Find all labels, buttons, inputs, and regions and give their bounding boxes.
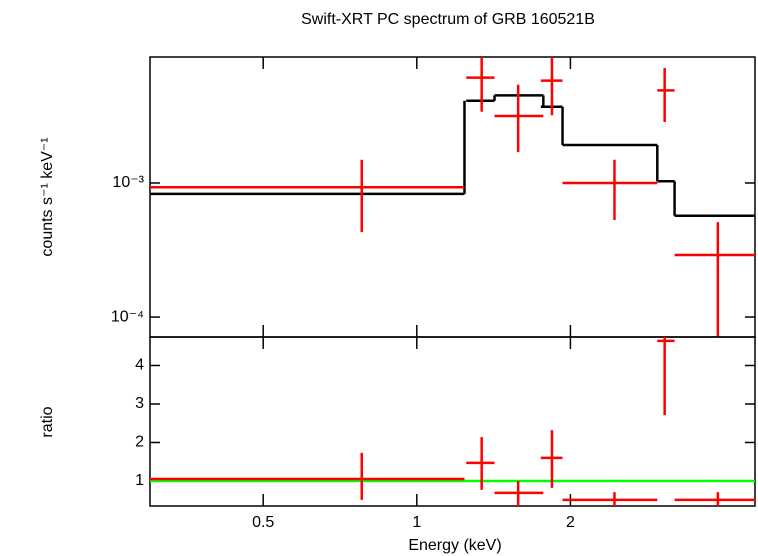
x-tick-label: 0.5 bbox=[252, 514, 274, 531]
chart-title: Swift-XRT PC spectrum of GRB 160521B bbox=[301, 11, 595, 28]
y-tick-label: 4 bbox=[135, 357, 144, 374]
y-tick-label: 3 bbox=[135, 395, 144, 412]
plot-area bbox=[150, 57, 755, 337]
y-tick-label: 10⁻⁴ bbox=[111, 308, 144, 325]
y-axis-label: counts s⁻¹ keV⁻¹ bbox=[39, 137, 56, 256]
y-tick-label: 2 bbox=[135, 434, 144, 451]
y-axis-label: ratio bbox=[39, 406, 56, 437]
plot-frame bbox=[149, 336, 756, 507]
y-tick-label: 1 bbox=[135, 472, 144, 489]
plot-area bbox=[150, 337, 755, 506]
x-axis-label: Energy (keV) bbox=[408, 537, 501, 554]
y-tick-label: 10⁻³ bbox=[112, 174, 144, 191]
x-tick-label: 1 bbox=[412, 514, 421, 531]
x-tick-label: 2 bbox=[566, 514, 575, 531]
